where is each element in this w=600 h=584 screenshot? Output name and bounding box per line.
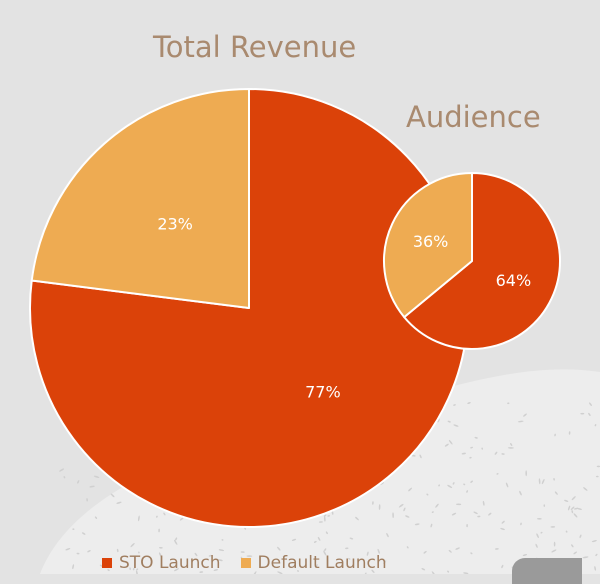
audience-slice-default-launch xyxy=(382,172,473,319)
audience-label-sto-launch: 64% xyxy=(496,271,532,290)
legend-item-default-launch: Default Launch xyxy=(240,553,387,573)
audience-label-default-launch: 36% xyxy=(413,232,449,251)
legend-swatch-default-launch xyxy=(240,558,251,568)
corner-badge xyxy=(512,558,582,584)
legend: STO Launch Default Launch xyxy=(102,553,387,573)
legend-item-sto-launch: STO Launch xyxy=(102,553,221,573)
revenue-label-sto-launch: 77% xyxy=(305,382,341,401)
legend-swatch-sto-launch xyxy=(102,558,112,568)
revenue-label-default-launch: 23% xyxy=(157,215,193,234)
pie-audience: 64% 36% xyxy=(382,172,561,350)
legend-label-sto-launch: STO Launch xyxy=(119,553,221,573)
pie-total-revenue: 77% 23% xyxy=(29,88,470,528)
revenue-slice-default-launch xyxy=(30,88,250,309)
chart-title-audience: Audience xyxy=(406,100,541,134)
audience-slice-sto-launch xyxy=(403,172,561,350)
legend-label-default-launch: Default Launch xyxy=(257,553,387,573)
chart-title-total-revenue: Total Revenue xyxy=(153,30,357,64)
